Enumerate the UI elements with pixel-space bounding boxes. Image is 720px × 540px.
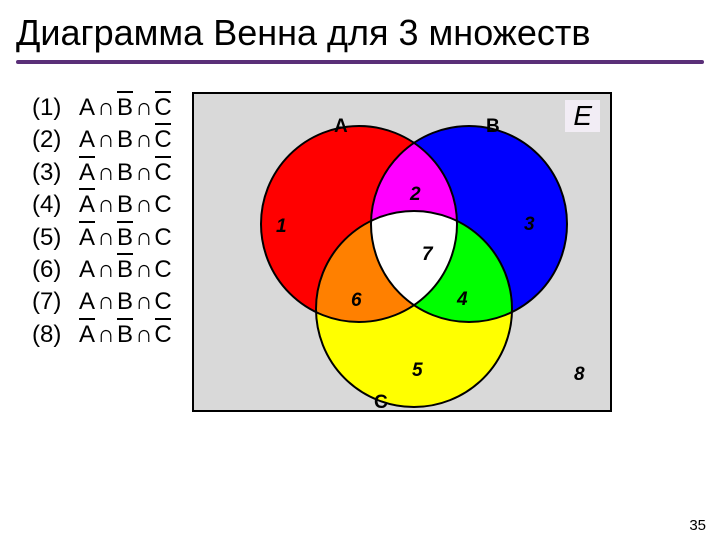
formula-letter: C — [154, 286, 172, 318]
formula-letter: A — [78, 286, 96, 318]
formula-letter: C — [154, 254, 172, 286]
formula-letter: A — [78, 189, 96, 221]
content: (1)A∩B∩C(2)A∩B∩C(3)A∩B∩C(4)A∩B∩C(5)A∩B∩C… — [0, 64, 720, 412]
venn-frame: E ABC12345678 — [192, 92, 612, 412]
formula-row: (4)A∩B∩C — [32, 189, 172, 221]
formula-row: (1)A∩B∩C — [32, 92, 172, 124]
formula-letter: B — [116, 319, 134, 351]
intersection-icon: ∩ — [96, 92, 116, 124]
formula-letter: C — [154, 124, 172, 156]
formula-expression: A∩B∩C — [78, 124, 172, 156]
intersection-icon: ∩ — [134, 319, 154, 351]
intersection-icon: ∩ — [96, 254, 116, 286]
intersection-icon: ∩ — [96, 222, 116, 254]
formula-letter: B — [116, 254, 134, 286]
page-title: Диаграмма Венна для 3 множеств — [0, 0, 720, 56]
intersection-icon: ∩ — [96, 124, 116, 156]
formula-letter: C — [154, 92, 172, 124]
formula-index: (2) — [32, 124, 78, 156]
formula-row: (3)A∩B∩C — [32, 157, 172, 189]
formula-letter: B — [116, 157, 134, 189]
intersection-icon: ∩ — [134, 189, 154, 221]
formula-index: (4) — [32, 189, 78, 221]
formula-index: (8) — [32, 319, 78, 351]
venn-diagram: E ABC12345678 — [192, 92, 612, 412]
formula-index: (5) — [32, 222, 78, 254]
intersection-icon: ∩ — [134, 286, 154, 318]
formula-letter: C — [154, 157, 172, 189]
formula-expression: A∩B∩C — [78, 254, 172, 286]
formula-letter: A — [78, 222, 96, 254]
formula-letter: C — [154, 319, 172, 351]
formula-letter: B — [116, 286, 134, 318]
intersection-icon: ∩ — [134, 92, 154, 124]
formula-expression: A∩B∩C — [78, 286, 172, 318]
formula-index: (3) — [32, 157, 78, 189]
formula-expression: A∩B∩C — [78, 157, 172, 189]
formula-letter: B — [116, 189, 134, 221]
intersection-icon: ∩ — [96, 157, 116, 189]
formula-list: (1)A∩B∩C(2)A∩B∩C(3)A∩B∩C(4)A∩B∩C(5)A∩B∩C… — [0, 92, 192, 412]
intersection-icon: ∩ — [96, 286, 116, 318]
formula-letter: B — [116, 92, 134, 124]
formula-row: (5)A∩B∩C — [32, 222, 172, 254]
intersection-icon: ∩ — [134, 124, 154, 156]
universal-set-label: E — [565, 100, 600, 132]
formula-letter: B — [116, 124, 134, 156]
formula-letter: A — [78, 124, 96, 156]
intersection-icon: ∩ — [134, 157, 154, 189]
formula-index: (1) — [32, 92, 78, 124]
formula-letter: B — [116, 222, 134, 254]
formula-row: (8)A∩B∩C — [32, 319, 172, 351]
formula-letter: C — [154, 189, 172, 221]
formula-letter: A — [78, 319, 96, 351]
formula-expression: A∩B∩C — [78, 92, 172, 124]
formula-letter: C — [154, 222, 172, 254]
formula-expression: A∩B∩C — [78, 189, 172, 221]
intersection-icon: ∩ — [96, 319, 116, 351]
formula-row: (6)A∩B∩C — [32, 254, 172, 286]
formula-expression: A∩B∩C — [78, 319, 172, 351]
formula-row: (2)A∩B∩C — [32, 124, 172, 156]
formula-letter: A — [78, 92, 96, 124]
intersection-icon: ∩ — [134, 254, 154, 286]
formula-index: (7) — [32, 286, 78, 318]
page-number: 35 — [689, 517, 706, 534]
intersection-icon: ∩ — [134, 222, 154, 254]
formula-row: (7)A∩B∩C — [32, 286, 172, 318]
venn-svg — [194, 94, 614, 414]
formula-letter: A — [78, 254, 96, 286]
formula-expression: A∩B∩C — [78, 222, 172, 254]
formula-index: (6) — [32, 254, 78, 286]
intersection-icon: ∩ — [96, 189, 116, 221]
formula-letter: A — [78, 157, 96, 189]
